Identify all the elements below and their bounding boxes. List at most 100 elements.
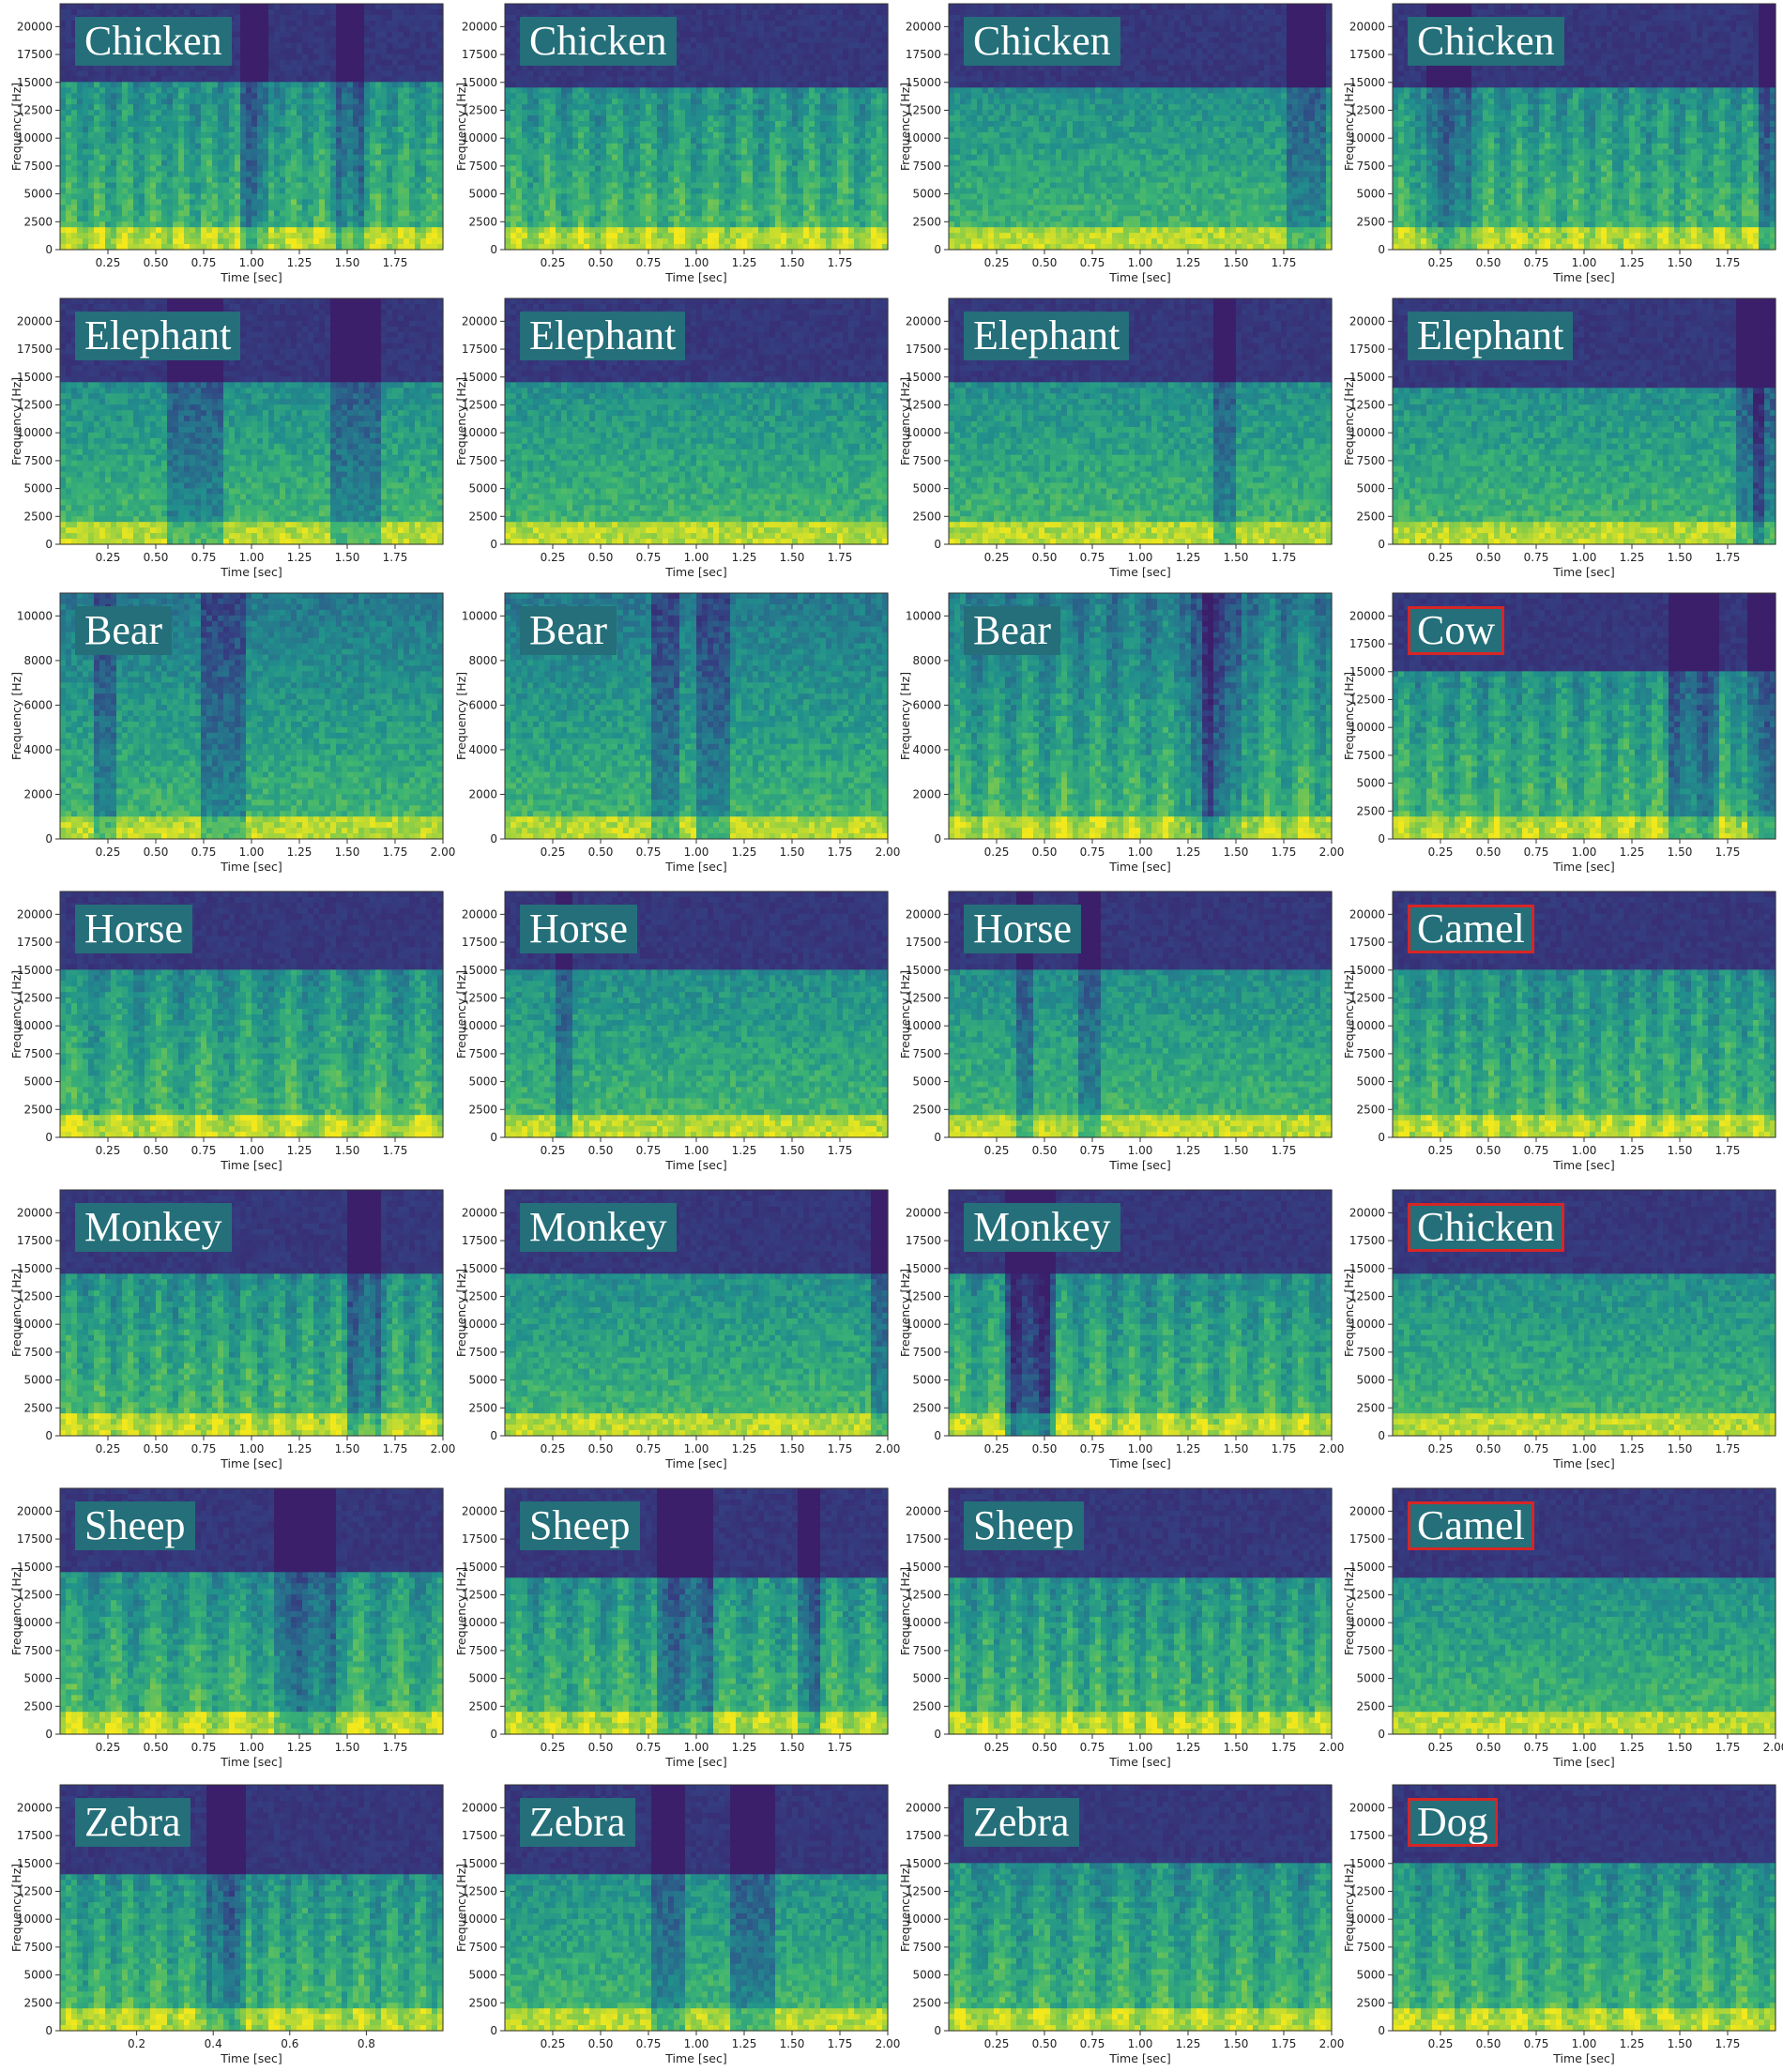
x-tick-label: 0.75 bbox=[1080, 1741, 1105, 1754]
misclassified-label: Camel bbox=[1408, 905, 1534, 953]
y-tick-label: 7500 bbox=[23, 454, 53, 467]
y-tick-label: 17500 bbox=[17, 1234, 53, 1247]
y-axis-label: Frequency [Hz] bbox=[1342, 1567, 1356, 1655]
x-tick-label: 0.75 bbox=[1080, 1144, 1105, 1157]
x-tick-label: 0.50 bbox=[1476, 2037, 1501, 2050]
x-axis-label: Time [sec] bbox=[1108, 2051, 1170, 2065]
y-tick-label: 0 bbox=[490, 243, 497, 256]
y-axis-label: Frequency [Hz] bbox=[9, 672, 23, 760]
x-tick-label: 0.25 bbox=[984, 846, 1010, 859]
x-tick-label: 1.50 bbox=[335, 846, 360, 859]
y-tick-label: 5000 bbox=[468, 1374, 497, 1387]
y-tick-label: 2500 bbox=[468, 510, 497, 523]
class-label: Bear bbox=[964, 606, 1060, 655]
class-label: Horse bbox=[520, 905, 637, 953]
x-tick-label: 0.25 bbox=[1428, 256, 1454, 269]
y-axis-label: Frequency [Hz] bbox=[9, 970, 23, 1059]
x-tick-label: 0.25 bbox=[541, 1442, 566, 1455]
x-tick-label: 0.25 bbox=[96, 846, 121, 859]
y-tick-label: 0 bbox=[1378, 1131, 1385, 1144]
x-tick-label: 0.75 bbox=[636, 1442, 662, 1455]
y-axis-label: Frequency [Hz] bbox=[898, 1567, 912, 1655]
y-tick-label: 7500 bbox=[468, 1047, 497, 1060]
x-tick-label: 1.75 bbox=[1715, 1741, 1741, 1754]
y-tick-label: 7500 bbox=[23, 1047, 53, 1060]
y-tick-label: 10000 bbox=[906, 609, 941, 622]
x-tick-label: 1.25 bbox=[1620, 1442, 1645, 1455]
x-tick-label: 0.25 bbox=[96, 1741, 121, 1754]
y-tick-label: 0 bbox=[934, 1429, 941, 1442]
x-tick-label: 1.50 bbox=[1224, 551, 1249, 564]
y-tick-label: 0 bbox=[45, 243, 53, 256]
y-tick-label: 20000 bbox=[17, 1801, 53, 1814]
x-axis-label: Time [sec] bbox=[1552, 860, 1614, 874]
x-tick-label: 0.25 bbox=[984, 2037, 1010, 2050]
x-tick-label: 1.25 bbox=[1620, 1144, 1645, 1157]
x-tick-label: 0.2 bbox=[128, 2037, 145, 2050]
y-tick-label: 0 bbox=[1378, 1728, 1385, 1741]
x-tick-label: 0.75 bbox=[1524, 256, 1549, 269]
y-tick-label: 0 bbox=[934, 832, 941, 846]
x-tick-label: 0.25 bbox=[1428, 551, 1454, 564]
y-tick-label: 2500 bbox=[468, 215, 497, 228]
y-axis-label: Frequency [Hz] bbox=[9, 1269, 23, 1357]
y-axis-label: Frequency [Hz] bbox=[898, 1864, 912, 1952]
x-tick-label: 1.00 bbox=[684, 1741, 709, 1754]
x-tick-label: 1.75 bbox=[383, 256, 408, 269]
y-tick-label: 20000 bbox=[17, 314, 53, 328]
spectrogram-svg: 025005000750010000125001500017500200000.… bbox=[452, 891, 890, 1179]
x-tick-label: 0.50 bbox=[144, 846, 169, 859]
y-tick-label: 5000 bbox=[468, 482, 497, 495]
y-tick-label: 7500 bbox=[23, 1941, 53, 1954]
x-tick-label: 1.75 bbox=[1272, 1442, 1297, 1455]
x-tick-label: 0.50 bbox=[1032, 1144, 1058, 1157]
y-tick-label: 7500 bbox=[1356, 1346, 1385, 1359]
x-tick-label: 1.00 bbox=[684, 1442, 709, 1455]
x-axis-label: Time [sec] bbox=[220, 2051, 282, 2065]
x-tick-label: 0.50 bbox=[588, 846, 614, 859]
x-tick-label: 1.25 bbox=[1176, 2037, 1201, 2050]
y-tick-label: 2500 bbox=[1356, 510, 1385, 523]
y-tick-label: 17500 bbox=[462, 1532, 497, 1546]
y-tick-label: 2500 bbox=[23, 1401, 53, 1414]
x-tick-label: 1.00 bbox=[239, 1741, 265, 1754]
y-tick-label: 7500 bbox=[912, 1941, 941, 1954]
x-tick-label: 1.00 bbox=[1128, 1442, 1153, 1455]
x-tick-label: 1.75 bbox=[828, 1741, 853, 1754]
x-tick-label: 1.00 bbox=[1128, 846, 1153, 859]
x-tick-label: 1.00 bbox=[1128, 1741, 1153, 1754]
y-tick-label: 17500 bbox=[1349, 48, 1385, 61]
x-tick-label: 0.4 bbox=[205, 2037, 222, 2050]
y-tick-label: 20000 bbox=[1349, 314, 1385, 328]
y-tick-label: 0 bbox=[490, 1131, 497, 1144]
x-tick-label: 1.00 bbox=[1128, 1144, 1153, 1157]
y-tick-label: 4000 bbox=[468, 743, 497, 756]
x-tick-label: 0.25 bbox=[984, 256, 1010, 269]
y-tick-label: 5000 bbox=[1356, 1672, 1385, 1685]
x-tick-label: 1.25 bbox=[732, 2037, 757, 2050]
class-label: Elephant bbox=[964, 312, 1129, 360]
y-tick-label: 2500 bbox=[468, 1996, 497, 2009]
y-axis-label: Frequency [Hz] bbox=[454, 970, 468, 1059]
y-tick-label: 2500 bbox=[912, 1996, 941, 2009]
x-tick-label: 1.00 bbox=[239, 1144, 265, 1157]
class-label: Elephant bbox=[520, 312, 685, 360]
class-label: Sheep bbox=[964, 1501, 1084, 1550]
y-axis-label: Frequency [Hz] bbox=[454, 1864, 468, 1952]
x-axis-label: Time [sec] bbox=[1552, 1158, 1614, 1172]
x-tick-label: 1.00 bbox=[1572, 551, 1597, 564]
x-axis-label: Time [sec] bbox=[664, 2051, 726, 2065]
misclassified-label: Chicken bbox=[1408, 1203, 1564, 1252]
y-tick-label: 7500 bbox=[468, 1644, 497, 1657]
y-tick-label: 5000 bbox=[912, 1969, 941, 1982]
x-tick-label: 0.25 bbox=[96, 1442, 121, 1455]
y-tick-label: 17500 bbox=[17, 48, 53, 61]
x-tick-label: 0.50 bbox=[1032, 2037, 1058, 2050]
class-label: Sheep bbox=[75, 1501, 195, 1550]
y-tick-label: 5000 bbox=[468, 188, 497, 201]
